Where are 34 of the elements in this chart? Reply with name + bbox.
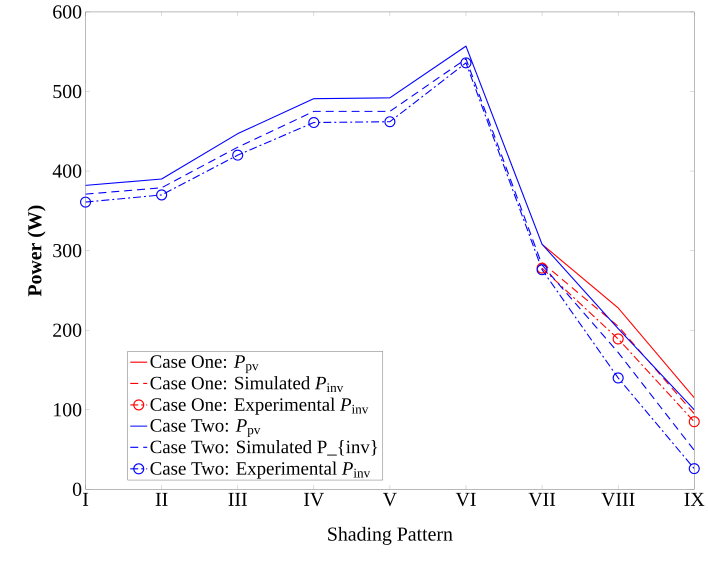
y-tick-label: 100 xyxy=(54,403,82,417)
x-tick-label: VIII xyxy=(601,492,635,506)
legend-label: Case One: Experimental P$_{inv}$ xyxy=(150,398,368,415)
point xyxy=(688,416,700,428)
y-tick-label: 400 xyxy=(52,164,82,178)
x-tick-label: IV xyxy=(304,492,324,506)
legend-label: Case Two: Simulated P_{inv} xyxy=(150,440,378,456)
point xyxy=(688,463,700,474)
point xyxy=(80,196,92,208)
point xyxy=(460,57,472,68)
x-tick-label: I xyxy=(82,492,88,506)
point xyxy=(612,334,624,345)
x-tick-label: III xyxy=(228,492,247,506)
point xyxy=(232,150,244,161)
x-tick-label: V xyxy=(382,492,397,506)
legend-label: Case Two: P$_{pv}$ xyxy=(150,419,260,438)
point xyxy=(384,116,396,128)
point xyxy=(156,189,168,201)
point xyxy=(308,117,320,128)
legend-label: Case One: P$_{pv}$ xyxy=(150,355,259,374)
y-tick-label: 500 xyxy=(53,84,82,98)
y-tick-label: 600 xyxy=(53,5,82,19)
x-tick-label: II xyxy=(156,492,168,506)
x-axis-title: Shading Pattern xyxy=(328,526,453,545)
y-tick-label: 200 xyxy=(53,324,82,337)
y-axis-title: Power (W) xyxy=(28,206,46,296)
y-tick-label: 0 xyxy=(72,482,82,496)
x-tick-label: IX xyxy=(684,492,704,506)
x-tick-label: VII xyxy=(528,492,556,506)
legend-label: Case Two: Experimental P$_{inv}$ xyxy=(150,462,370,479)
point xyxy=(612,372,624,384)
x-tick-label: VI xyxy=(456,492,476,506)
y-tick-label: 300 xyxy=(53,244,82,258)
legend-label: Case One: Simulated P$_{inv}$ xyxy=(150,376,344,392)
